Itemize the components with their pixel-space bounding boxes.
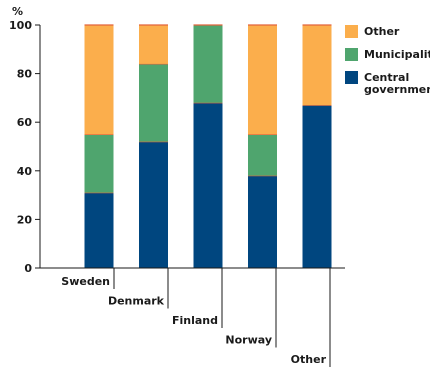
legend-label: Municipalities xyxy=(364,48,430,61)
y-tick-label: 40 xyxy=(17,165,33,178)
category-label: Other xyxy=(291,353,327,366)
bar-segment xyxy=(193,25,223,103)
bar-segment xyxy=(84,134,114,193)
y-tick-label: 80 xyxy=(17,68,33,81)
category-label: Norway xyxy=(225,334,272,347)
bars xyxy=(84,24,332,268)
y-tick-label: 100 xyxy=(9,19,32,32)
y-axis-label: % xyxy=(12,5,23,18)
legend-label: Other xyxy=(364,25,400,38)
bar-segment xyxy=(139,141,168,268)
bar-segment xyxy=(302,25,332,106)
legend-swatch xyxy=(345,48,358,61)
category-label: Finland xyxy=(172,314,218,327)
y-axis: 0 20 40 60 80 100% xyxy=(9,5,41,275)
bar-segment xyxy=(139,63,168,142)
legend-swatch xyxy=(345,71,358,84)
category-label: Sweden xyxy=(61,275,110,288)
legend-label: Central xyxy=(364,71,409,84)
bar-segment xyxy=(248,134,277,176)
bar-segment xyxy=(248,175,277,268)
legend: Other Municipalities Centralgovernment xyxy=(345,25,430,96)
legend-label: government xyxy=(364,83,430,96)
legend-swatch xyxy=(345,25,358,38)
bar-segment xyxy=(84,25,114,135)
bar-segment xyxy=(193,102,223,268)
y-tick-label: 20 xyxy=(17,213,33,226)
bar-segment xyxy=(139,25,168,64)
bar-segment xyxy=(302,105,332,268)
bar-segment xyxy=(84,192,114,268)
category-label: Denmark xyxy=(108,295,165,308)
y-tick-label: 60 xyxy=(17,116,33,129)
y-tick-label: 0 xyxy=(24,262,32,275)
x-axis: Sweden Denmark Finland Norway Other xyxy=(40,267,345,367)
bar-segment xyxy=(248,25,277,135)
